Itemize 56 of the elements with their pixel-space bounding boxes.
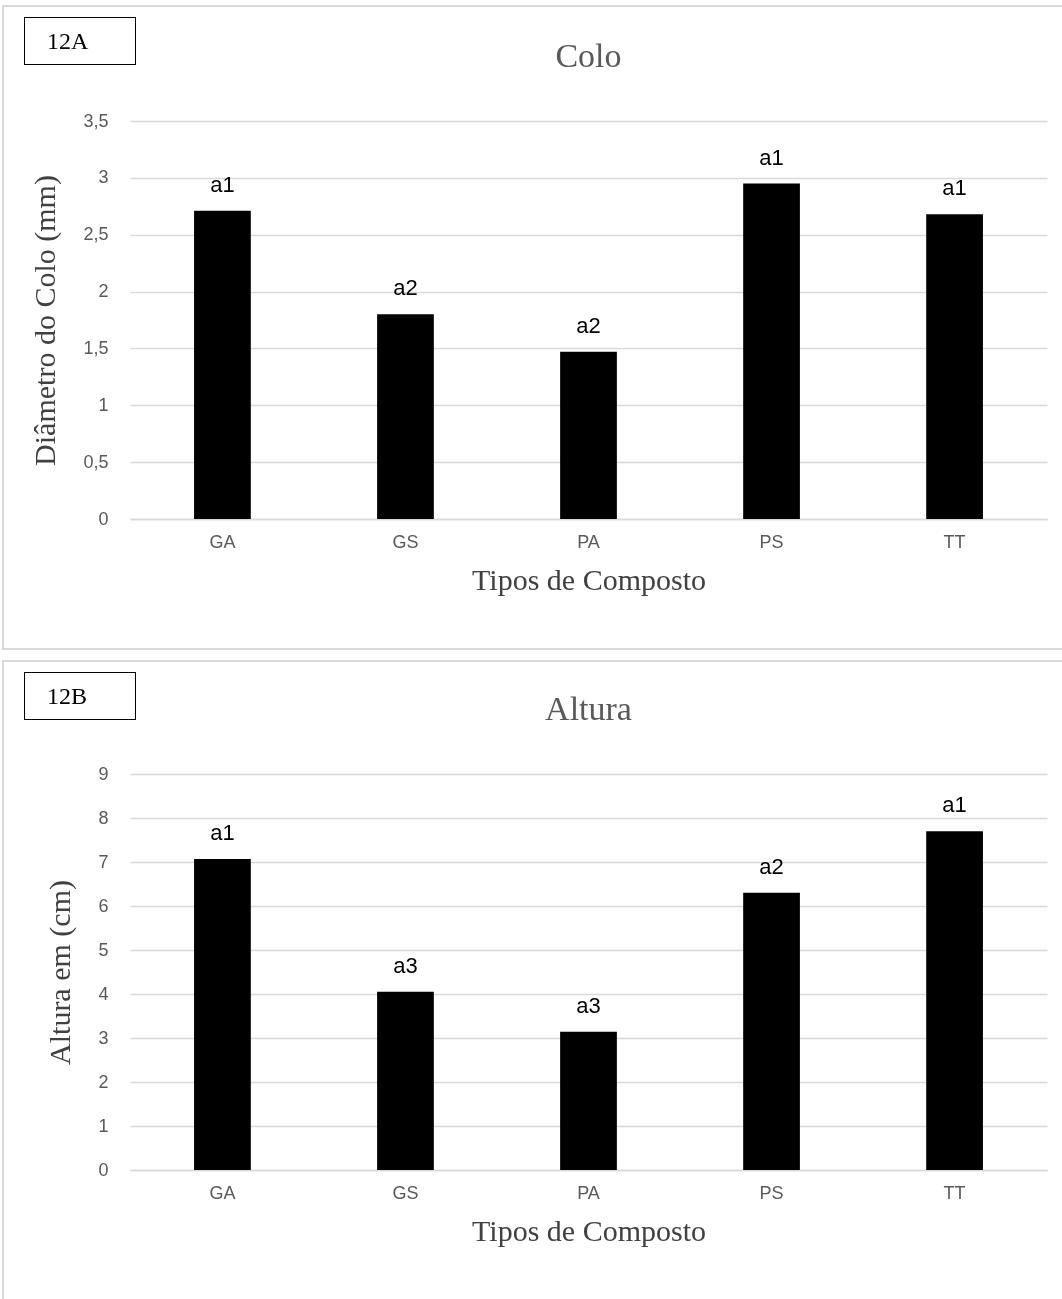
bar	[194, 210, 251, 519]
x-tick-label: PA	[577, 531, 600, 552]
x-tick-label: TT	[943, 1182, 966, 1203]
y-tick-label: 5	[98, 939, 109, 960]
bar	[743, 183, 800, 519]
chart-title: Altura	[545, 690, 632, 727]
x-tick-label: TT	[943, 531, 966, 552]
bar	[743, 892, 800, 1170]
annotation: a1	[210, 819, 235, 845]
annotation: a2	[576, 312, 601, 338]
x-tick-label: PS	[759, 531, 784, 552]
annotation: a1	[759, 144, 784, 170]
y-axis-title: Diâmetro do Colo (mm)	[28, 175, 63, 466]
y-tick-label: 0	[98, 508, 109, 529]
bar	[560, 1031, 617, 1170]
bar	[377, 991, 434, 1170]
y-tick-label: 6	[98, 895, 109, 916]
x-axis-title: Tipos de Composto	[472, 1213, 706, 1247]
y-tick-label: 2	[98, 1071, 109, 1092]
y-tick-label: 3	[98, 167, 109, 188]
x-axis-title: Tipos de Composto	[472, 562, 706, 596]
y-tick-label: 0	[98, 1159, 109, 1180]
text: 12A	[24, 17, 136, 65]
annotation: a1	[210, 171, 235, 197]
y-tick-label: 0,5	[83, 451, 109, 472]
annotation: a1	[942, 175, 967, 201]
x-tick-label: GA	[209, 1182, 236, 1203]
x-tick-label: GA	[209, 531, 236, 552]
bar	[560, 351, 617, 519]
y-tick-label: 2	[98, 281, 109, 302]
y-tick-label: 9	[98, 763, 109, 784]
y-tick-label: 1,5	[83, 337, 109, 358]
bar	[194, 858, 251, 1170]
y-tick-label: 1	[98, 394, 109, 415]
x-tick-label: PS	[759, 1182, 784, 1203]
annotation: a1	[942, 792, 967, 818]
annotation: a2	[393, 275, 418, 301]
y-tick-label: 4	[98, 983, 109, 1004]
chart-title: Colo	[555, 37, 622, 74]
y-tick-label: 8	[98, 807, 109, 828]
bar	[926, 214, 983, 519]
x-tick-label: GS	[392, 531, 419, 552]
annotation: a3	[576, 992, 601, 1018]
y-tick-label: 1	[98, 1115, 109, 1136]
y-tick-label: 2,5	[83, 224, 109, 245]
bar	[926, 831, 983, 1170]
y-tick-label: 7	[98, 851, 109, 872]
x-tick-label: PA	[577, 1182, 600, 1203]
y-axis-title: Altura em (cm)	[43, 880, 78, 1065]
text: 12B	[24, 672, 136, 720]
annotation: a3	[393, 952, 418, 978]
y-tick-label: 3	[98, 1027, 109, 1048]
annotation: a2	[759, 853, 784, 879]
bar	[377, 314, 434, 519]
y-tick-label: 3,5	[83, 110, 109, 131]
x-tick-label: GS	[392, 1182, 419, 1203]
